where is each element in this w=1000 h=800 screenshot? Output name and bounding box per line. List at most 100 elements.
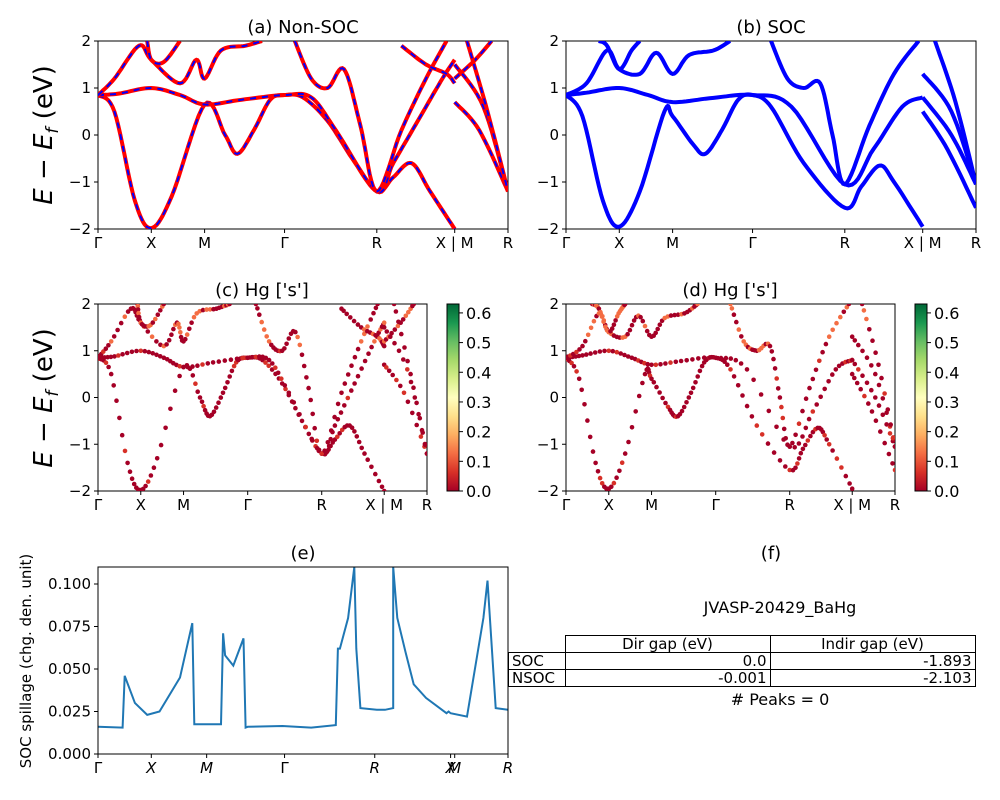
panel-d-point: [775, 386, 781, 391]
panel-d-point: [870, 338, 875, 344]
panel-d-point: [574, 369, 579, 374]
panel-b-ytick-label: 1: [549, 79, 559, 97]
panel-c-point: [379, 484, 385, 490]
panel-d-point: [663, 361, 668, 366]
panel-b-xtick-label: M: [666, 234, 679, 252]
panel-a-ytick-label: 2: [81, 32, 91, 50]
panel-d-point: [813, 367, 819, 373]
panel-d-point: [638, 314, 643, 320]
panel-d-point: [876, 403, 882, 408]
panel-d-point: [593, 460, 598, 466]
panel-d-point: [690, 385, 696, 391]
panel-c-point: [117, 415, 122, 421]
panel-c-point: [164, 342, 169, 347]
panel-b-xtick-label: Γ: [562, 234, 571, 252]
panel-d-point: [852, 375, 857, 381]
panel-d-point: [580, 353, 585, 358]
panel-a-xtick-label: R: [503, 234, 513, 252]
panel-c-point: [129, 476, 135, 482]
panel-a-xtick-label: M: [198, 234, 211, 252]
panel-c-point: [381, 325, 387, 330]
panel-c-point: [282, 346, 287, 351]
panel-c-point: [169, 332, 174, 338]
panel-c-ytick-label: 0: [81, 389, 91, 407]
panel-d-point: [577, 347, 582, 352]
panel-c-point: [154, 352, 159, 358]
colorbar-d: 0.0 0.1 0.2 0.3 0.4 0.5 0.6: [914, 303, 959, 501]
panel-d-point: [852, 361, 858, 367]
panel-d-point: [787, 467, 792, 473]
panel-d-point: [601, 319, 606, 325]
panel-d-point: [699, 363, 705, 369]
panel-a-band-line: [145, 41, 182, 66]
panel-c-point: [283, 386, 288, 392]
panel-d-point: [678, 358, 684, 364]
panel-d-point: [693, 380, 698, 385]
panel-c-point: [306, 431, 312, 437]
panel-b-band-line: [566, 41, 732, 97]
panel-d-point: [609, 484, 614, 490]
panel-c-point: [222, 385, 228, 391]
panel-d-point: [695, 374, 700, 379]
panel-d-xtick-label: X | M: [833, 496, 871, 514]
panel-d-point: [864, 316, 869, 322]
panel-d-point: [826, 442, 832, 447]
panel-d-point: [569, 360, 574, 366]
panel-d-point: [681, 404, 687, 410]
panel-c-point: [335, 401, 341, 407]
panel-c-point: [396, 319, 401, 325]
panel-c-point: [218, 395, 224, 400]
panel-c-point: [108, 354, 114, 360]
spillage-xtick-label: M: [200, 759, 213, 777]
panel-b-ytick-label: −1: [537, 173, 559, 191]
panel-d-point: [859, 304, 865, 307]
panel-c-point: [273, 365, 278, 371]
panel-d-point: [781, 426, 787, 432]
panel-d-point: [606, 348, 612, 354]
panel-d-point: [696, 356, 701, 361]
panel-c-point: [200, 307, 206, 313]
colorbar-tick-label: 0.3: [934, 393, 959, 412]
panel-c-point: [158, 442, 164, 448]
panel-d-point: [738, 361, 744, 366]
panel-d-point: [695, 304, 700, 307]
panel-c-point: [319, 451, 325, 456]
panel-d-point: [744, 403, 750, 409]
panel-f-title: (f): [761, 543, 781, 564]
panel-c-point: [111, 383, 116, 388]
panel-c-point: [405, 358, 410, 364]
panel-d-point: [873, 350, 878, 356]
panel-d-point: [792, 445, 797, 450]
panel-c-point: [326, 443, 332, 449]
panel-c-point: [177, 373, 182, 379]
panel-c-point: [124, 350, 130, 356]
panel-d-point: [675, 312, 681, 318]
panel-c-frame: [97, 303, 428, 492]
panel-c-point: [348, 315, 353, 320]
panel-c-point: [395, 323, 401, 329]
panel-b-ytick-label: 2: [549, 32, 559, 50]
panel-c-point: [369, 464, 374, 470]
panel-c-point: [390, 372, 396, 378]
panel-c-point: [253, 354, 259, 360]
panel-d-point: [820, 349, 825, 355]
panel-c-point: [199, 399, 205, 405]
panel-c-point: [412, 395, 418, 400]
panel-c-point: [240, 355, 245, 361]
panel-d-ytick-label: 1: [549, 342, 559, 360]
panel-d-point: [849, 357, 855, 363]
panel-d-point: [892, 467, 895, 473]
panel-c-point: [168, 406, 173, 412]
panel-d-point: [655, 326, 660, 332]
panel-c-ytick-label: −1: [69, 435, 91, 453]
panel-b-band-line: [769, 41, 921, 187]
panel-c-point: [106, 343, 111, 348]
panel-c-point: [103, 346, 109, 352]
panel-c-point: [376, 478, 382, 484]
panel-d-point: [854, 380, 860, 386]
panel-c-point: [181, 364, 186, 370]
panel-d-point: [597, 349, 603, 354]
panel-c-point: [417, 415, 423, 421]
panel-d-point: [617, 468, 622, 474]
panel-d-point: [736, 327, 742, 332]
